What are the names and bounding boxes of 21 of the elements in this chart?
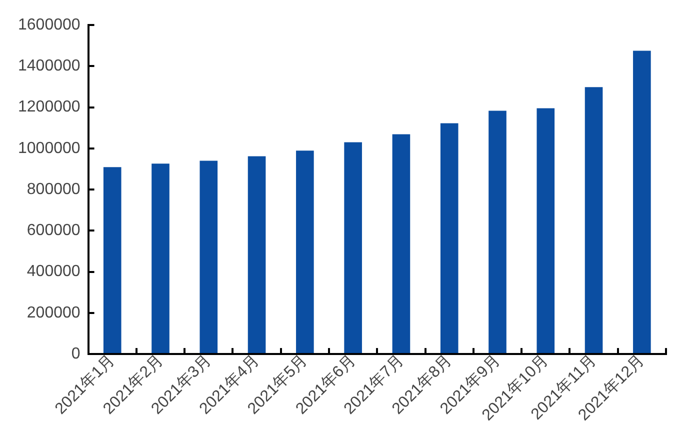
y-tick-label: 0 bbox=[71, 345, 80, 362]
bar bbox=[344, 142, 362, 354]
bar bbox=[200, 160, 218, 354]
bar bbox=[152, 164, 170, 354]
y-tick-label: 400000 bbox=[26, 263, 80, 280]
y-tick-label: 600000 bbox=[26, 222, 80, 240]
y-tick-label: 1400000 bbox=[18, 58, 80, 75]
y-tick-label: 1000000 bbox=[18, 140, 80, 157]
bar bbox=[536, 108, 555, 354]
bar bbox=[248, 156, 266, 354]
bar bbox=[584, 87, 603, 354]
y-tick-label: 200000 bbox=[26, 304, 80, 322]
y-tick-label: 800000 bbox=[26, 180, 80, 198]
bar bbox=[296, 150, 314, 354]
y-tick-label: 1600000 bbox=[18, 16, 80, 34]
bar bbox=[440, 123, 458, 354]
y-tick-label: 1200000 bbox=[18, 98, 80, 116]
bar bbox=[488, 110, 506, 354]
bar bbox=[103, 167, 122, 354]
bar bbox=[633, 50, 651, 354]
bar bbox=[392, 134, 410, 354]
